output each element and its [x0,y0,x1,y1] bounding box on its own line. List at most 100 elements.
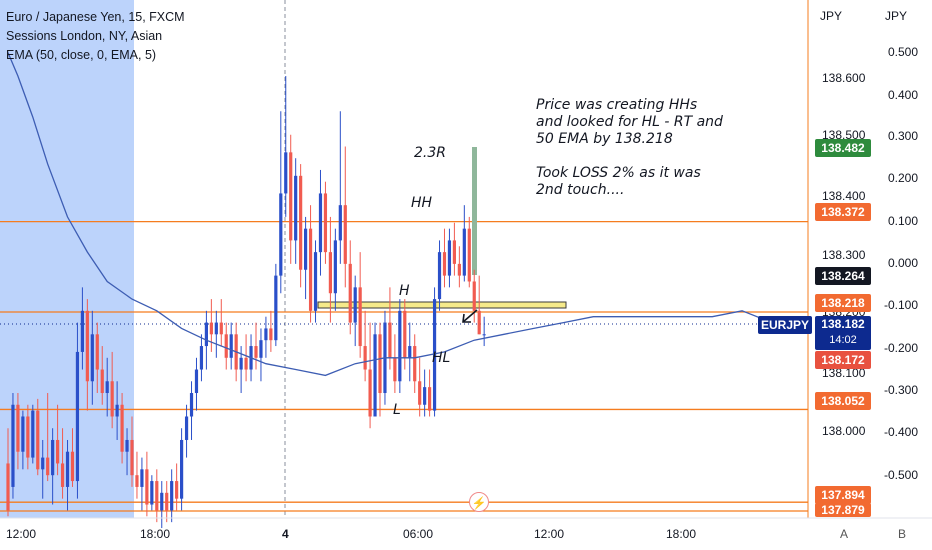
candle [318,169,323,276]
pct-tick: -0.400 [884,425,919,439]
candle-body [85,310,89,382]
candle [477,275,481,335]
candle-body [155,481,159,511]
candle-body [16,404,20,452]
candle-body [403,310,407,358]
candle-body [100,369,104,394]
trade-note: Price was creating HHs and looked for HL… [536,97,723,199]
candle [388,287,392,370]
candle-body [428,387,432,411]
candle [184,404,189,458]
candle-body [447,240,452,276]
pct-tick: -0.300 [884,383,919,397]
candle-body [75,351,80,482]
candle [378,322,382,417]
candle-body [219,322,223,335]
pct-tick: -0.500 [884,468,919,482]
candle-body [408,346,412,358]
candle-body [304,228,308,270]
candle-body [95,334,99,370]
price-tag-level: 138.052 [815,392,871,410]
time-tick: 12:00 [534,527,565,541]
candle-body [26,416,30,458]
candle [274,263,278,347]
candle-body [150,481,154,505]
candle-body [333,240,337,294]
candle [254,322,258,370]
candle-body [452,240,456,264]
candle [457,246,461,288]
candle [175,463,179,511]
candle [140,457,144,511]
candle [393,334,397,394]
note-line: 2nd touch.... [536,182,625,198]
candle-body [145,469,149,505]
pct-tick: -0.100 [884,298,919,312]
candle-body [214,322,218,335]
scale-b-button[interactable]: B [898,527,907,541]
candle-body [115,404,119,417]
candle-body [160,492,164,511]
candle-body [244,357,248,370]
candle [403,299,407,370]
candle [105,357,109,417]
candle [313,240,318,323]
candle [100,346,104,405]
candle [343,146,347,288]
price-tick: 138.600 [822,71,866,85]
candle-body [358,287,362,347]
candle [432,287,437,417]
lightning-icon[interactable]: ⚡ [469,492,489,512]
candle [289,134,293,264]
candle [125,428,129,476]
candle [209,299,213,352]
scale-auto-button[interactable]: A [840,527,849,541]
candle-body [60,463,65,487]
candle [75,322,80,499]
candle-body [393,357,397,382]
candle [65,439,70,511]
candle [85,299,89,411]
candle [130,416,134,487]
candle [165,481,169,523]
candle-body [279,193,283,276]
candle-body [140,469,144,487]
price-tag-target: 138.482 [815,139,871,157]
candle-body [199,346,204,370]
price-tick: 138.300 [822,248,866,262]
pct-tick: -0.200 [884,341,919,355]
time-tick: 12:00 [6,527,37,541]
candle [110,351,114,429]
candle-body [239,357,243,370]
candle-body [70,451,75,482]
candle [264,316,268,358]
note-line: Took LOSS 2% as it was [536,165,701,181]
candle-body [175,481,179,499]
hh-label: HH [411,195,433,211]
candle-body [398,310,402,382]
note-line: 50 EMA by 138.218 [536,131,673,147]
candle [229,322,233,370]
candle [51,428,55,505]
candle-body [467,228,471,282]
candle [224,322,228,370]
candle [413,334,417,394]
candle-body [313,252,318,311]
candle [199,334,204,382]
candle [472,269,476,323]
candle [279,111,283,294]
price-tag-level: 138.372 [815,203,871,221]
price-tag-prev-close: 138.264 [815,267,871,285]
candle [150,475,154,511]
candle [452,222,456,276]
candle-body [343,205,347,264]
l-label: L [393,402,401,418]
candle-body [110,381,114,417]
current-price: 138.182 [821,317,865,331]
candle-body [224,334,228,358]
candle-body [46,457,50,476]
candle-body [264,328,268,341]
left-axis-unit: JPY [820,9,843,23]
price-tick: 138.000 [822,424,866,438]
